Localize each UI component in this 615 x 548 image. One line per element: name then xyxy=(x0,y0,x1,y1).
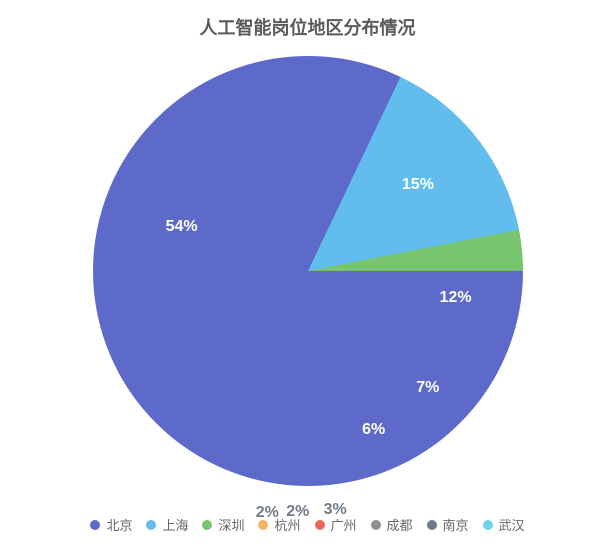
slice-label: 15% xyxy=(402,176,434,194)
legend-label: 南京 xyxy=(443,515,469,534)
legend-dot xyxy=(258,520,268,530)
legend-item: 南京 xyxy=(427,515,469,534)
legend-item: 上海 xyxy=(146,515,188,534)
legend-dot xyxy=(483,520,493,530)
pie-chart xyxy=(93,56,523,486)
legend: 北京 上海 深圳 杭州 广州 成都 南京 武汉 xyxy=(0,515,615,534)
legend-item: 广州 xyxy=(315,515,357,534)
legend-label: 广州 xyxy=(331,515,357,534)
legend-label: 杭州 xyxy=(274,515,300,534)
slice-label: 7% xyxy=(416,379,439,397)
legend-item: 北京 xyxy=(90,515,132,534)
chart-title: 人工智能岗位地区分布情况 xyxy=(0,14,615,40)
legend-label: 成都 xyxy=(387,515,413,534)
legend-item: 成都 xyxy=(371,515,413,534)
chart-container: 人工智能岗位地区分布情况 54%15%12%7%6%3%2%2% 北京上海深圳杭… xyxy=(0,0,615,548)
legend-item: 深圳 xyxy=(202,515,244,534)
legend-label: 北京 xyxy=(106,515,132,534)
legend-dot xyxy=(90,520,100,530)
legend-dot xyxy=(371,520,381,530)
slice-label: 54% xyxy=(166,218,198,236)
slice-label: 6% xyxy=(362,421,385,439)
legend-label: 上海 xyxy=(162,515,188,534)
legend-label: 武汉 xyxy=(499,515,525,534)
legend-dot xyxy=(315,520,325,530)
legend-dot xyxy=(202,520,212,530)
legend-dot xyxy=(146,520,156,530)
slice-label: 12% xyxy=(440,289,472,307)
legend-dot xyxy=(427,520,437,530)
legend-label: 深圳 xyxy=(218,515,244,534)
legend-item: 杭州 xyxy=(258,515,300,534)
legend-item: 武汉 xyxy=(483,515,525,534)
pie-holder: 54%15%12%7%6%3%2%2% xyxy=(93,56,523,486)
